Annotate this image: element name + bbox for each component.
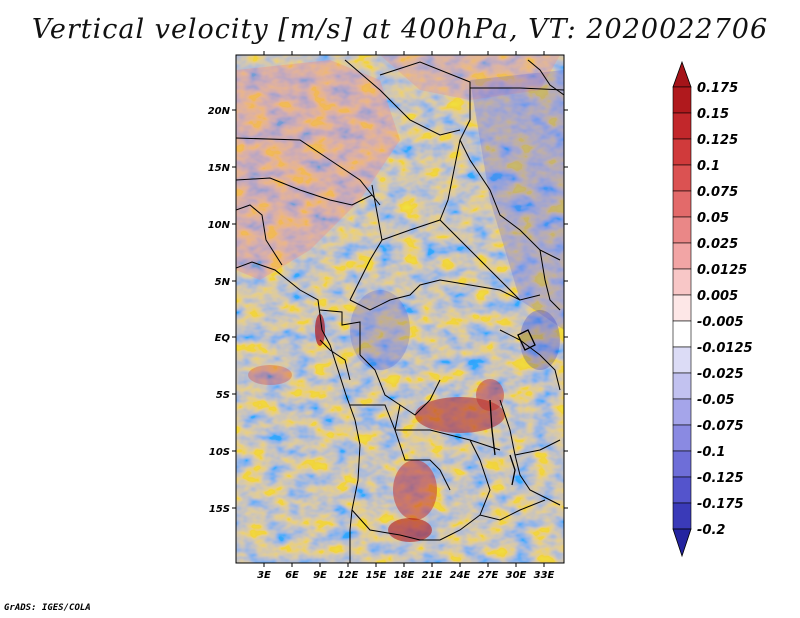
- colorbar-label-6: 0.025: [697, 237, 738, 252]
- positive-region-top: [380, 55, 560, 100]
- colorbar-label-15: -0.125: [697, 471, 744, 486]
- colorbar-label-5: 0.05: [697, 211, 729, 226]
- colorbar-swatch-16: [672, 502, 692, 530]
- lat-label-eq: EQ: [215, 333, 231, 344]
- lon-label-21e: 21E: [422, 570, 443, 581]
- lat-label-5n: 5N: [215, 277, 231, 288]
- colorbar-label-17: -0.2: [697, 523, 725, 538]
- colorbar-label-7: 0.0125: [697, 263, 747, 278]
- colorbar-swatch-1: [672, 112, 692, 140]
- colorbar-swatch-5: [672, 216, 692, 244]
- updraft-cluster-angola: [393, 460, 437, 520]
- updraft-cluster-south: [388, 518, 432, 542]
- colorbar-swatch-11: [672, 372, 692, 400]
- lat-label-10s: 10S: [209, 447, 230, 458]
- lat-axis: [232, 109, 568, 509]
- colorbar: 0.175 0.15 0.125 0.1 0.075 0.05 0.025 0.…: [672, 60, 753, 558]
- lon-label-9e: 9E: [313, 570, 327, 581]
- colorbar-label-8: 0.005: [697, 289, 738, 304]
- lakes: [489, 329, 536, 486]
- colorbar-label-1: 0.15: [697, 107, 729, 122]
- lon-label-3e: 3E: [257, 570, 271, 581]
- lat-label-20n: 20N: [208, 106, 231, 117]
- colorbar-label-10: -0.0125: [697, 341, 753, 356]
- lat-label-10n: 10N: [208, 220, 231, 231]
- colorbar-top-arrow: [672, 60, 692, 88]
- colorbar-swatch-15: [672, 476, 692, 504]
- map-frame: [235, 54, 565, 564]
- lon-axis: [263, 51, 545, 567]
- colorbar-label-2: 0.125: [697, 133, 738, 148]
- lat-label-15s: 15S: [209, 504, 230, 515]
- grads-credit: GrADS: IGES/COLA: [4, 603, 91, 613]
- colorbar-swatch-7: [672, 268, 692, 296]
- colorbar-label-4: 0.075: [697, 185, 738, 200]
- colorbar-label-11: -0.025: [697, 367, 744, 382]
- colorbar-label-12: -0.05: [697, 393, 734, 408]
- lon-label-15e: 15E: [366, 570, 387, 581]
- lat-label-15n: 15N: [208, 163, 231, 174]
- colorbar-label-16: -0.175: [697, 497, 744, 512]
- updraft-cluster-coast: [315, 314, 325, 346]
- lon-label-18e: 18E: [394, 570, 415, 581]
- negative-region-east: [470, 70, 564, 330]
- colorbar-label-14: -0.1: [697, 445, 725, 460]
- downdraft-cluster-central: [350, 290, 410, 370]
- lat-label-5s: 5S: [216, 390, 230, 401]
- colorbar-label-9: -0.005: [697, 315, 744, 330]
- colorbar-swatch-4: [672, 190, 692, 218]
- colorbar-swatch-0: [672, 86, 692, 114]
- colorbar-bottom-arrow: [672, 528, 692, 558]
- updraft-cluster-atlantic: [248, 365, 292, 385]
- colorbar-label-3: 0.1: [697, 159, 720, 174]
- lon-label-27e: 27E: [478, 570, 499, 581]
- colorbar-swatch-14: [672, 450, 692, 478]
- colorbar-swatch-8: [672, 294, 692, 322]
- map-panel: [236, 55, 564, 563]
- colorbar-swatch-12: [672, 398, 692, 426]
- map-title: Vertical velocity [m/s] at 400hPa, VT: 2…: [31, 14, 769, 45]
- colorbar-swatch-10: [672, 346, 692, 374]
- colorbar-swatch-3: [672, 164, 692, 192]
- colorbar-swatch-2: [672, 138, 692, 166]
- colorbar-swatch-9: [672, 320, 692, 348]
- downdraft-cluster-east: [520, 310, 560, 370]
- colorbar-label-0: 0.175: [697, 81, 738, 96]
- country-borders: [236, 59, 564, 563]
- lon-label-30e: 30E: [506, 570, 527, 581]
- positive-region-north: [236, 60, 400, 280]
- colorbar-swatch-6: [672, 242, 692, 270]
- colorbar-label-13: -0.075: [697, 419, 744, 434]
- updraft-cluster-lake: [476, 379, 504, 411]
- lon-label-33e: 33E: [534, 570, 555, 581]
- lon-label-24e: 24E: [450, 570, 471, 581]
- lon-label-6e: 6E: [285, 570, 299, 581]
- lon-label-12e: 12E: [338, 570, 359, 581]
- colorbar-swatch-13: [672, 424, 692, 452]
